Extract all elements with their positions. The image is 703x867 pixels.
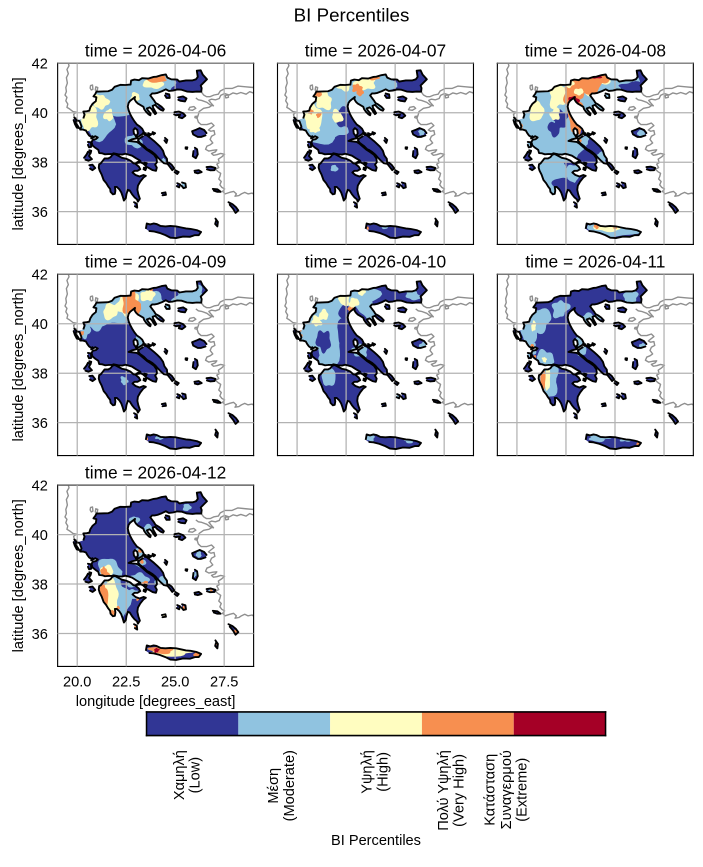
svg-text:38: 38 — [32, 155, 48, 171]
svg-text:42: 42 — [32, 57, 48, 73]
svg-text:Υψηλή: Υψηλή — [360, 750, 376, 794]
svg-text:38: 38 — [32, 577, 48, 593]
svg-text:36: 36 — [32, 205, 48, 221]
svg-text:time = 2026-04-08: time = 2026-04-08 — [525, 40, 666, 60]
svg-text:latitude [degrees_north]: latitude [degrees_north] — [11, 77, 27, 230]
svg-text:Πολύ Υψηλή: Πολύ Υψηλή — [436, 750, 452, 831]
svg-text:time = 2026-04-09: time = 2026-04-09 — [85, 251, 226, 271]
svg-text:20.0: 20.0 — [63, 675, 91, 691]
svg-text:(Very High): (Very High) — [452, 754, 468, 827]
svg-text:38: 38 — [32, 366, 48, 382]
svg-text:Χαμηλή: Χαμηλή — [172, 750, 188, 800]
svg-text:time = 2026-04-10: time = 2026-04-10 — [305, 251, 446, 271]
svg-text:Μέση: Μέση — [266, 768, 282, 804]
svg-text:longitude [degrees_east]: longitude [degrees_east] — [76, 694, 236, 710]
svg-text:latitude [degrees_north]: latitude [degrees_north] — [11, 499, 27, 652]
svg-text:time = 2026-04-12: time = 2026-04-12 — [85, 462, 226, 482]
svg-text:42: 42 — [32, 478, 48, 494]
svg-text:Κατάσταση: Κατάσταση — [483, 754, 499, 826]
svg-text:25.0: 25.0 — [161, 675, 189, 691]
svg-text:BI Percentiles: BI Percentiles — [294, 5, 410, 26]
svg-text:36: 36 — [32, 627, 48, 643]
svg-text:(Moderate): (Moderate) — [282, 750, 298, 821]
svg-text:time = 2026-04-07: time = 2026-04-07 — [305, 40, 446, 60]
svg-text:BI Percentiles: BI Percentiles — [331, 833, 421, 849]
svg-text:22.5: 22.5 — [112, 675, 140, 691]
svg-text:(High): (High) — [375, 752, 391, 792]
svg-text:36: 36 — [32, 416, 48, 432]
svg-text:time = 2026-04-11: time = 2026-04-11 — [525, 251, 665, 271]
svg-text:40: 40 — [32, 317, 48, 333]
svg-text:Συναγερμού: Συναγερμού — [499, 750, 515, 829]
svg-text:42: 42 — [32, 268, 48, 284]
svg-text:time = 2026-04-06: time = 2026-04-06 — [85, 40, 226, 60]
svg-text:40: 40 — [32, 106, 48, 122]
svg-text:latitude [degrees_north]: latitude [degrees_north] — [11, 288, 27, 441]
svg-text:40: 40 — [32, 528, 48, 544]
svg-text:27.5: 27.5 — [210, 675, 238, 691]
svg-text:(Extreme): (Extreme) — [515, 758, 531, 822]
svg-text:(Low): (Low) — [188, 757, 204, 793]
